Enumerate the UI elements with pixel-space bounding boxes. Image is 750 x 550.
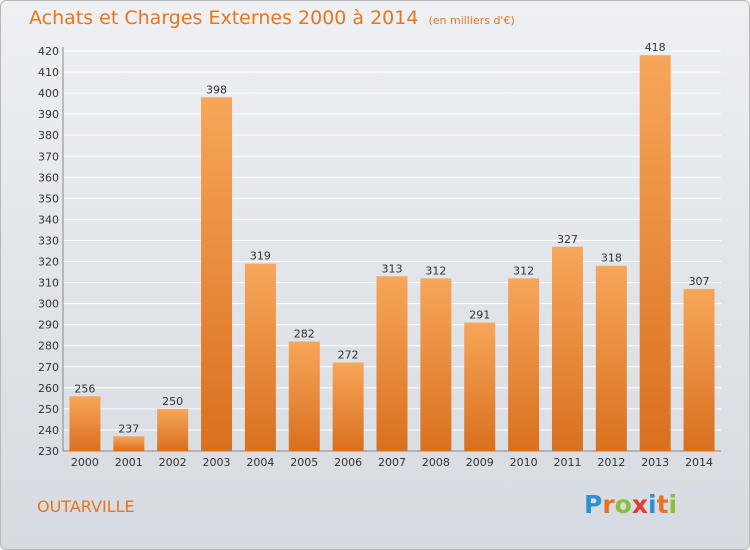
x-tick-label: 2001 [115,456,143,469]
bar-value-label: 319 [250,250,271,263]
chart-unit: (en milliers d'€) [428,14,515,27]
bar [244,263,276,451]
x-tick-label: 2014 [685,456,713,469]
x-tick-label: 2007 [378,456,406,469]
y-tick-label: 240 [38,424,59,437]
y-tick-label: 400 [38,87,59,100]
x-tick-label: 2010 [510,456,538,469]
bar-value-label: 237 [118,422,139,435]
x-tick-label: 2006 [334,456,362,469]
logo-letter: P [584,490,603,519]
bar [201,97,233,451]
y-tick-label: 300 [38,298,59,311]
logo-letter: r [602,490,615,519]
bar [464,322,496,451]
y-tick-label: 330 [38,234,59,247]
x-tick-label: 2000 [71,456,99,469]
y-tick-label: 270 [38,361,59,374]
x-tick-label: 2011 [553,456,581,469]
y-tick-label: 230 [38,445,59,458]
y-tick-label: 310 [38,277,59,290]
bar-value-label: 256 [74,382,95,395]
bar-value-label: 282 [294,328,315,341]
y-tick-label: 390 [38,108,59,121]
x-tick-label: 2009 [466,456,494,469]
bar-value-label: 250 [162,395,183,408]
bar-value-label: 291 [469,309,490,322]
logo-letter: x [631,490,648,519]
bar [551,246,583,451]
bar [157,408,189,451]
logo-letter: o [614,490,632,519]
bar [639,55,671,452]
x-tick-label: 2002 [159,456,187,469]
y-tick-label: 320 [38,256,59,269]
x-tick-label: 2013 [641,456,669,469]
y-tick-label: 280 [38,340,59,353]
y-tick-label: 250 [38,403,59,416]
bar [420,278,452,451]
x-tick-label: 2004 [246,456,274,469]
y-tick-label: 410 [38,66,59,79]
bar [288,341,320,451]
x-tick-label: 2005 [290,456,318,469]
y-tick-label: 420 [38,45,59,58]
chart-title-text: Achats et Charges Externes 2000 à 2014 [29,7,419,29]
logo-letter: i [668,490,678,519]
place-name: OUTARVILLE [37,497,135,516]
proxiti-logo: Proxiti [584,490,677,519]
bar-value-label: 418 [645,41,666,54]
logo-letter: t [656,490,669,519]
bar-value-label: 312 [513,264,534,277]
bar-value-label: 398 [206,83,227,96]
y-tick-label: 370 [38,150,59,163]
x-tick-label: 2012 [597,456,625,469]
bar-value-label: 318 [601,252,622,265]
chart-title: Achats et Charges Externes 2000 à 2014 (e… [29,7,515,29]
y-tick-label: 350 [38,192,59,205]
y-tick-label: 290 [38,319,59,332]
bar [69,396,101,451]
bar [332,362,364,451]
y-tick-label: 340 [38,213,59,226]
bar-value-label: 272 [338,349,359,362]
bar-value-label: 307 [689,275,710,288]
x-tick-label: 2008 [422,456,450,469]
x-tick-label: 2003 [203,456,231,469]
bar-value-label: 313 [382,262,403,275]
bar [595,265,627,451]
y-tick-label: 360 [38,171,59,184]
logo-letter: i [648,490,657,519]
bar-value-label: 327 [557,233,578,246]
bar-value-label: 312 [425,264,446,277]
bar [376,276,408,451]
bar [683,288,715,451]
bar [508,278,540,451]
bar [113,436,145,451]
y-tick-label: 260 [38,382,59,395]
y-tick-label: 380 [38,129,59,142]
